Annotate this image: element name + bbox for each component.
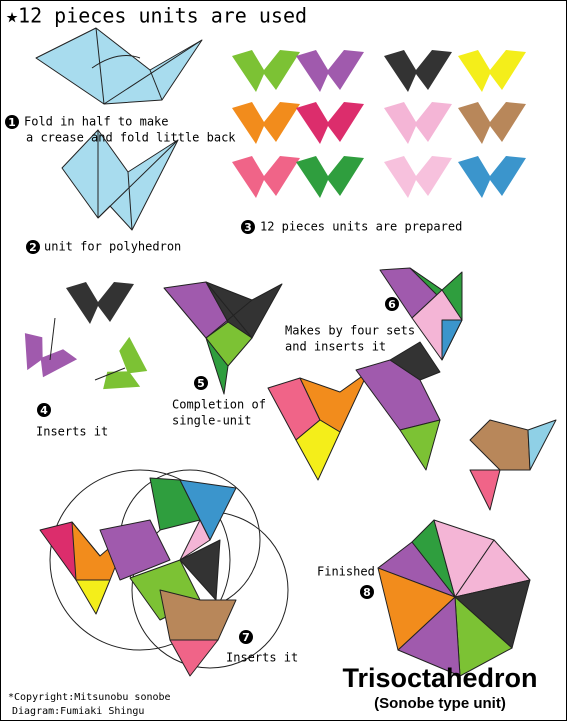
shape — [37, 403, 51, 417]
shape — [355, 359, 441, 431]
step6-assembly — [267, 267, 557, 511]
step-text: single-unit — [172, 414, 251, 428]
step5-unit — [163, 281, 283, 395]
shape — [360, 585, 374, 599]
shape — [295, 419, 341, 481]
shape — [205, 281, 283, 339]
step-text: Fold in half to make — [24, 115, 169, 129]
step-number: 3 — [244, 221, 252, 234]
shape — [95, 27, 105, 105]
shape — [239, 630, 253, 644]
credit: *Copyright:Mitsunobu sonobe — [8, 692, 171, 703]
shape — [94, 367, 126, 381]
shape — [169, 639, 219, 677]
shape — [527, 419, 557, 471]
shape — [97, 139, 179, 219]
step-text: Completion of — [172, 398, 266, 412]
shape — [389, 341, 441, 381]
footer-title: Trisoctahedron — [342, 663, 537, 693]
shape — [385, 297, 399, 311]
shape — [205, 281, 253, 339]
shape — [103, 39, 203, 105]
step-number: 6 — [388, 298, 396, 311]
step-number: 2 — [29, 241, 37, 254]
step-number: 8 — [363, 586, 371, 599]
step7-assembly — [39, 469, 289, 677]
shape — [241, 220, 255, 234]
step1-paper — [35, 27, 203, 105]
step-number: 5 — [197, 377, 205, 390]
shape — [75, 579, 111, 615]
shape — [5, 115, 19, 129]
finished-model — [377, 519, 531, 677]
step-text: Inserts it — [226, 651, 298, 665]
shape — [399, 419, 441, 471]
shape — [205, 337, 229, 395]
shape — [26, 240, 40, 254]
step2-unit — [61, 129, 179, 231]
shape — [299, 371, 369, 433]
step-6: 6 Makes by four sets and inserts it — [285, 297, 415, 354]
step-2: 2 unit for polyhedron — [26, 240, 181, 254]
step-text: 12 pieces units are prepared — [260, 220, 462, 234]
shape — [469, 469, 501, 511]
shape — [149, 69, 163, 101]
step4-ring — [9, 282, 159, 405]
step-text: Inserts it — [36, 425, 108, 439]
shape — [194, 376, 208, 390]
shape — [179, 539, 221, 601]
shape — [377, 567, 456, 651]
step-number: 1 — [8, 116, 16, 129]
header-title: ★12 pieces units are used — [6, 4, 307, 28]
shape — [159, 589, 237, 641]
step-7: 7 Inserts it — [226, 630, 298, 665]
shape — [441, 319, 463, 361]
footer-subtitle: (Sonobe type unit) — [374, 695, 506, 712]
shape — [99, 519, 171, 581]
step-text: a crease and fold little back — [26, 131, 236, 145]
shape — [49, 317, 56, 361]
shape — [91, 55, 141, 69]
step-5: 5 Completion of single-unit — [172, 376, 266, 428]
credit: Diagram:Fumiaki Shingu — [12, 706, 144, 717]
step-number: 7 — [242, 631, 250, 644]
step-text: unit for polyhedron — [44, 240, 181, 254]
step-3: 3 12 pieces units are prepared — [241, 220, 462, 234]
step-4: 4 Inserts it — [36, 403, 108, 439]
shape — [49, 469, 231, 651]
step-number: 4 — [40, 404, 48, 417]
step-8: 8 Finished — [317, 565, 375, 599]
shape — [205, 299, 253, 339]
shape — [179, 519, 211, 561]
step-text: Finished — [317, 565, 375, 579]
step-text: Makes by four sets — [285, 324, 415, 338]
step-text: and inserts it — [285, 340, 386, 354]
step-1: 1 Fold in half to make a crease and fold … — [5, 115, 236, 145]
shape — [127, 171, 133, 231]
